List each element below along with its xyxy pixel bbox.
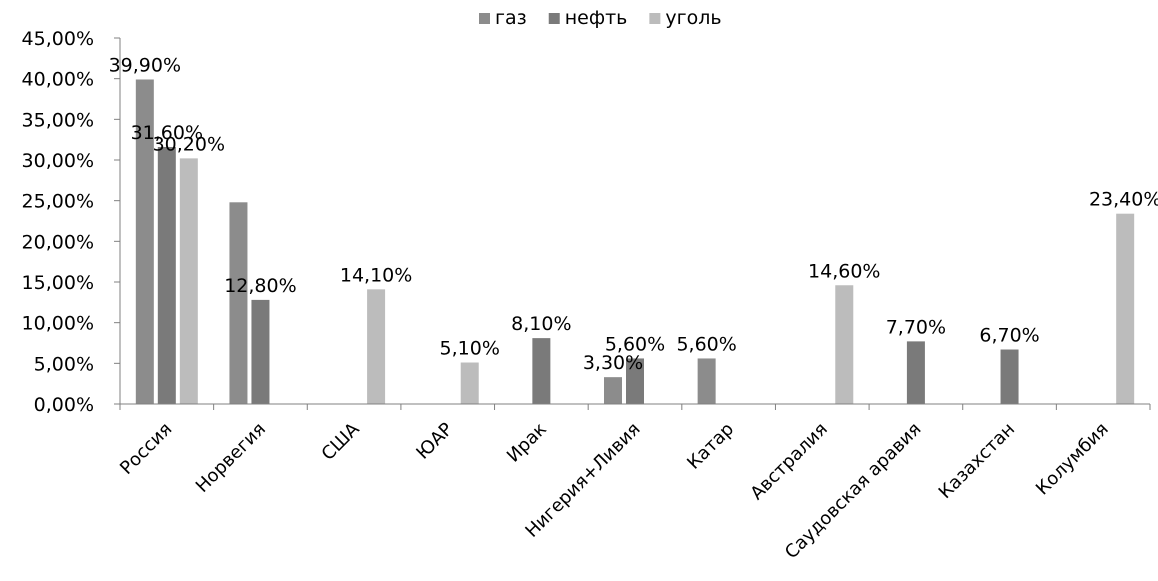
bar <box>1000 349 1019 404</box>
data-label: 7,70% <box>886 316 946 338</box>
y-tick-label: 5,00% <box>34 353 94 375</box>
category-label: Австралия <box>746 419 831 504</box>
data-label: 39,90% <box>109 54 181 76</box>
data-label: 14,60% <box>808 260 880 282</box>
legend-swatch <box>649 13 661 24</box>
y-tick-label: 25,00% <box>22 191 94 213</box>
y-tick-label: 40,00% <box>22 69 94 91</box>
bar <box>157 146 176 404</box>
y-tick-label: 0,00% <box>34 394 94 416</box>
legend-label: уголь <box>665 7 721 29</box>
data-label: 14,10% <box>340 264 412 286</box>
y-axis: 0,00% 5,00% 10,00% 15,00% 20,00% 25,00% 30,00%… <box>22 28 121 416</box>
category-label: США <box>318 418 365 465</box>
data-label: 30,20% <box>153 133 225 155</box>
bar <box>460 362 479 404</box>
category-label: ЮАР <box>412 419 457 464</box>
category-label: Казахстан <box>935 419 1019 503</box>
data-label: 6,70% <box>979 325 1039 347</box>
data-label: 12,80% <box>224 275 296 297</box>
y-tick-label: 20,00% <box>22 231 94 253</box>
y-tick-label: 45,00% <box>22 28 94 50</box>
category-label: Россия <box>116 419 176 479</box>
bars <box>135 79 1135 404</box>
y-tick-label: 15,00% <box>22 272 94 294</box>
bar <box>1116 213 1135 404</box>
category-label: Катар <box>683 419 738 474</box>
y-tick-label: 35,00% <box>22 109 94 131</box>
category-label: Норвегия <box>192 419 270 497</box>
legend: газ нефть уголь <box>479 7 722 29</box>
bar <box>532 338 551 404</box>
bar <box>135 79 154 404</box>
data-labels: 39,90%3,30%5,60%31,60%12,80%8,10%5,60%7,… <box>109 54 1158 374</box>
legend-label: нефть <box>565 7 628 29</box>
data-label: 31,60% <box>131 122 203 144</box>
bar <box>367 289 386 404</box>
data-label: 5,60% <box>605 333 665 355</box>
bar <box>835 285 854 404</box>
data-label: 8,10% <box>511 313 571 335</box>
data-label: 5,60% <box>676 333 736 355</box>
bar <box>906 341 925 404</box>
data-label: 23,40% <box>1089 189 1158 211</box>
bar <box>626 358 644 404</box>
bar <box>229 202 248 404</box>
data-label: 5,10% <box>440 338 500 360</box>
bar <box>251 299 270 404</box>
bar <box>604 377 622 404</box>
y-tick-label: 10,00% <box>22 313 94 335</box>
data-label: 3,30% <box>583 352 643 374</box>
category-label: Колумбия <box>1032 419 1113 500</box>
y-tick-label: 30,00% <box>22 150 94 172</box>
legend-swatch <box>479 13 490 24</box>
category-label: Ирак <box>503 419 551 467</box>
legend-swatch <box>548 13 560 24</box>
legend-label: газ <box>495 7 527 29</box>
bar <box>179 158 198 404</box>
bar <box>697 358 716 404</box>
